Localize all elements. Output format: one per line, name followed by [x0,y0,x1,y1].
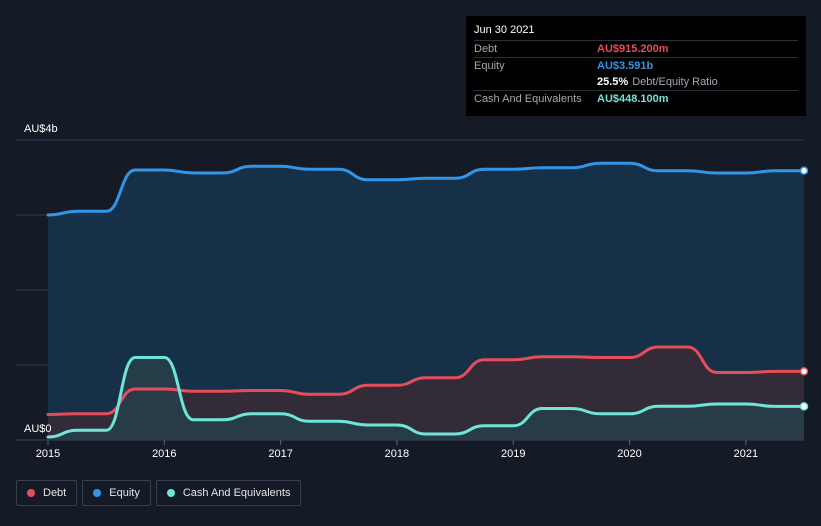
legend-debt-label: Debt [43,487,67,499]
equity-line [46,161,806,217]
tooltip-cash-row: Cash And Equivalents AU$448.100m [474,90,798,107]
legend-item-debt[interactable]: Debt [16,480,78,506]
series-lines [46,161,806,439]
x-axis-ticks: 2015 2016 2017 2018 2019 2020 2021 [36,440,758,460]
x-tick-label: 2015 [36,448,60,460]
tooltip-date: Jun 30 2021 [474,24,535,36]
x-tick-label: 2021 [734,448,758,460]
chart-legend: Debt Equity Cash And Equivalents [16,480,306,508]
debt-end-marker [799,367,809,376]
cash-and-equivalents-area [48,357,804,440]
tooltip-ratio-row: 25.5% Debt/Equity Ratio [474,74,798,90]
tooltip-cash-label: Cash And Equivalents [474,93,582,105]
debt-line [46,345,806,416]
tooltip-ratio-value: 25.5% [597,76,629,88]
tooltip-debt-row: Debt AU$915.200m [474,40,798,57]
x-tick-label: 2020 [617,448,641,460]
y-axis-bottom-label: AU$0 [24,423,52,435]
tooltip-equity-label: Equity [474,60,505,72]
x-tick-label: 2018 [385,448,409,460]
equity-dot-icon [93,489,102,497]
x-tick-label: 2016 [152,448,176,460]
hover-tooltip: Jun 30 2021 Debt AU$915.200m Equity AU$3… [466,16,806,116]
tooltip-equity-row: Equity AU$3.591b [474,57,798,74]
tooltip-cash-value: AU$448.100m [597,93,669,105]
tooltip-equity-value: AU$3.591b [597,60,654,72]
legend-cash-label: Cash And Equivalents [182,487,291,499]
series-end-markers [799,166,809,411]
legend-item-cash[interactable]: Cash And Equivalents [155,480,302,506]
x-tick-label: 2019 [501,448,525,460]
tooltip-ratio-label: Debt/Equity Ratio [632,76,718,88]
debt-dot-icon [27,489,35,497]
cash-and-equivalents-end-marker [799,402,809,411]
tooltip-debt-label: Debt [474,43,498,55]
legend-item-equity[interactable]: Equity [82,480,151,506]
tooltip-debt-value: AU$915.200m [597,43,669,55]
legend-equity-label: Equity [109,487,140,499]
cash-dot-icon [166,489,175,497]
equity-end-marker [799,166,809,175]
x-tick-label: 2017 [268,448,292,460]
cash-and-equivalents-line [46,356,806,439]
series-areas [48,163,804,441]
y-axis-top-label: AU$4b [24,123,58,135]
